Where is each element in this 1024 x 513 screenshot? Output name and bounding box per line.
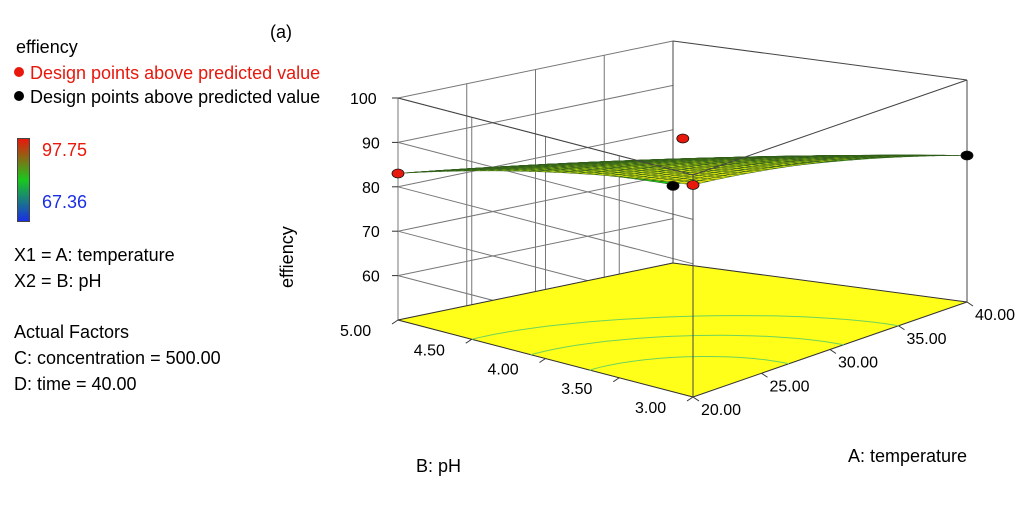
response-surface [397, 154, 968, 186]
x-tick-mark [829, 349, 837, 354]
design-points [391, 133, 974, 191]
x-tick-label: 30.00 [838, 355, 878, 372]
back-wall-horizontal-gridline [397, 186, 694, 265]
z-tick-label: 80 [362, 180, 380, 197]
y-tick-label: 4.00 [488, 362, 519, 379]
box-edge [692, 79, 968, 176]
x-tick-mark [761, 372, 768, 378]
colorbar-max-label: 97.75 [42, 140, 88, 160]
floor-contour-line [589, 356, 790, 371]
plot-box-front-edges [397, 79, 968, 397]
design-point [391, 168, 405, 179]
x-tick-label: 40.00 [975, 307, 1015, 324]
z-axis-label: effiency [277, 226, 297, 288]
y-tick-label: 5.00 [340, 323, 371, 340]
factor-x2: X2 = B: pH [14, 271, 102, 291]
x-tick-mark [692, 396, 700, 402]
x-tick-mark [898, 325, 905, 331]
actual-factors-title: Actual Factors [14, 322, 130, 342]
y-tick-label: 3.50 [561, 381, 592, 398]
legend-title: effiency [16, 37, 78, 57]
x-tick-label: 20.00 [701, 402, 741, 419]
legend-black-label: Design points above predicted value [30, 87, 321, 107]
floor-contour-plane [397, 262, 968, 398]
axis-ticks: 20.00 25.00 30.00 35.00 40.00 3.00 3.50 4.00 4.5… [340, 91, 1015, 419]
colorbar-min-label: 67.36 [42, 192, 88, 212]
factor-c: C: concentration = 500.00 [14, 348, 221, 368]
back-wall-horizontal-gridline [397, 40, 674, 99]
design-point [666, 180, 680, 191]
y-tick-label: 4.50 [414, 342, 445, 359]
back-wall-horizontal-gridline [397, 141, 694, 220]
floor-contour-line [471, 315, 899, 340]
floor-contour-line [530, 334, 844, 356]
back-wall-horizontal-gridline [397, 129, 674, 188]
x-tick-label: 25.00 [770, 378, 810, 395]
y-tick-mark [539, 358, 546, 363]
legend-red-label: Design points above predicted value [30, 63, 321, 83]
z-tick-label: 60 [362, 269, 380, 286]
factor-d: D: time = 40.00 [14, 374, 137, 394]
x-tick-label: 35.00 [907, 331, 947, 348]
legend-black-entry: Design points above predicted value [14, 87, 320, 108]
floor-plane [397, 262, 968, 398]
z-tick-label: 100 [350, 91, 377, 108]
legend-red-entry: Design points above predicted value [14, 63, 320, 84]
design-point [686, 180, 700, 190]
x-tick-mark [966, 301, 974, 307]
back-wall-horizontal-gridline [397, 218, 674, 277]
y-tick-mark [686, 396, 694, 402]
y-tick-label: 3.00 [635, 400, 666, 417]
z-tick-label: 70 [362, 224, 380, 241]
colorbar [17, 138, 30, 222]
z-tick-label: 90 [362, 135, 380, 152]
red-dot-icon [14, 67, 24, 78]
black-dot-icon [14, 91, 24, 102]
y-tick-mark [391, 319, 399, 325]
panel-label: (a) [270, 22, 292, 42]
back-wall-horizontal-gridline [397, 84, 674, 143]
y-tick-mark [465, 338, 473, 344]
design-point [960, 150, 974, 161]
design-point [676, 133, 690, 144]
back-wall-horizontal-gridline [397, 173, 674, 232]
x-axis-label: A: temperature [848, 446, 967, 466]
box-edge [672, 40, 968, 81]
box-edge [397, 97, 694, 176]
y-tick-mark [612, 377, 620, 383]
factor-x1: X1 = A: temperature [14, 245, 175, 265]
y-axis-label: B: pH [416, 456, 461, 476]
